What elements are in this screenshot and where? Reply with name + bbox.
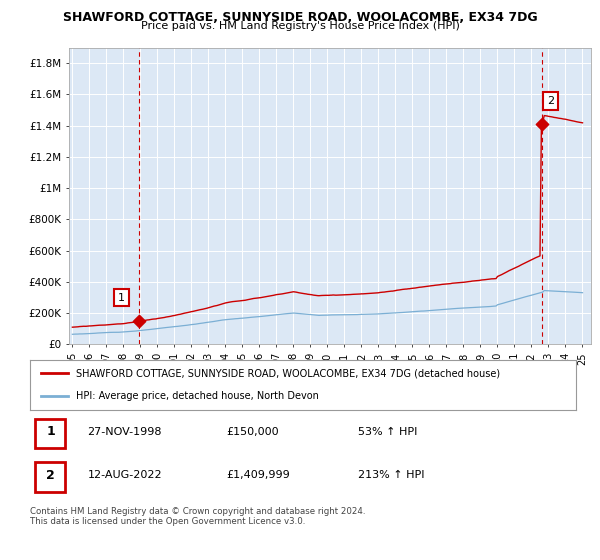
Text: SHAWFORD COTTAGE, SUNNYSIDE ROAD, WOOLACOMBE, EX34 7DG: SHAWFORD COTTAGE, SUNNYSIDE ROAD, WOOLAC… <box>62 11 538 24</box>
Point <box>537 120 547 129</box>
Text: 12-AUG-2022: 12-AUG-2022 <box>88 470 162 480</box>
Text: HPI: Average price, detached house, North Devon: HPI: Average price, detached house, Nort… <box>76 391 319 402</box>
Bar <box>35 419 65 448</box>
Text: 27-NOV-1998: 27-NOV-1998 <box>88 427 162 437</box>
Text: Contains HM Land Registry data © Crown copyright and database right 2024.
This d: Contains HM Land Registry data © Crown c… <box>30 507 365 526</box>
Text: 2: 2 <box>547 96 554 106</box>
Text: 213% ↑ HPI: 213% ↑ HPI <box>358 470 424 480</box>
Text: Price paid vs. HM Land Registry's House Price Index (HPI): Price paid vs. HM Land Registry's House … <box>140 21 460 31</box>
Text: 53% ↑ HPI: 53% ↑ HPI <box>358 427 417 437</box>
Text: £1,409,999: £1,409,999 <box>227 470 290 480</box>
Text: £150,000: £150,000 <box>227 427 279 437</box>
Point <box>134 316 143 325</box>
Bar <box>35 462 65 492</box>
Text: 1: 1 <box>118 292 125 302</box>
Text: 2: 2 <box>46 469 55 482</box>
Text: SHAWFORD COTTAGE, SUNNYSIDE ROAD, WOOLACOMBE, EX34 7DG (detached house): SHAWFORD COTTAGE, SUNNYSIDE ROAD, WOOLAC… <box>76 368 500 378</box>
Text: 1: 1 <box>46 425 55 438</box>
